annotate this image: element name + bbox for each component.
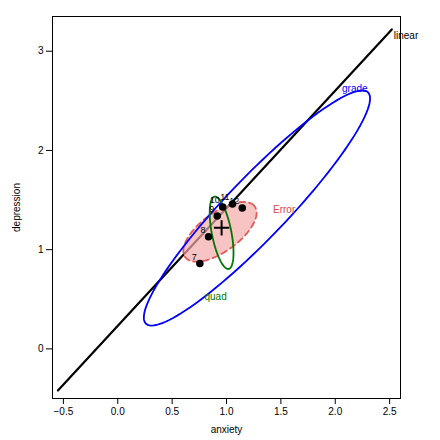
svg-text:8: 8 — [201, 225, 206, 235]
svg-text:depression: depression — [11, 183, 22, 232]
svg-text:anxiety: anxiety — [211, 424, 243, 435]
svg-text:−0.5: −0.5 — [54, 406, 74, 417]
svg-text:1.0: 1.0 — [220, 406, 234, 417]
svg-text:7: 7 — [192, 252, 197, 262]
svg-text:linear: linear — [394, 29, 419, 40]
svg-text:Error: Error — [273, 204, 296, 215]
svg-text:9: 9 — [209, 204, 214, 214]
svg-text:0: 0 — [38, 343, 44, 354]
svg-text:2.5: 2.5 — [383, 406, 397, 417]
svg-text:0.5: 0.5 — [165, 406, 179, 417]
svg-text:3: 3 — [38, 45, 44, 56]
svg-text:10: 10 — [210, 195, 220, 205]
svg-text:2.0: 2.0 — [328, 406, 342, 417]
svg-text:11: 11 — [220, 192, 229, 202]
svg-text:quad: quad — [205, 291, 227, 302]
svg-text:0.0: 0.0 — [111, 406, 125, 417]
svg-text:2: 2 — [38, 145, 44, 156]
svg-text:1: 1 — [38, 244, 44, 255]
svg-text:12: 12 — [229, 196, 239, 206]
svg-text:1.5: 1.5 — [274, 406, 288, 417]
svg-text:grade: grade — [342, 83, 368, 94]
